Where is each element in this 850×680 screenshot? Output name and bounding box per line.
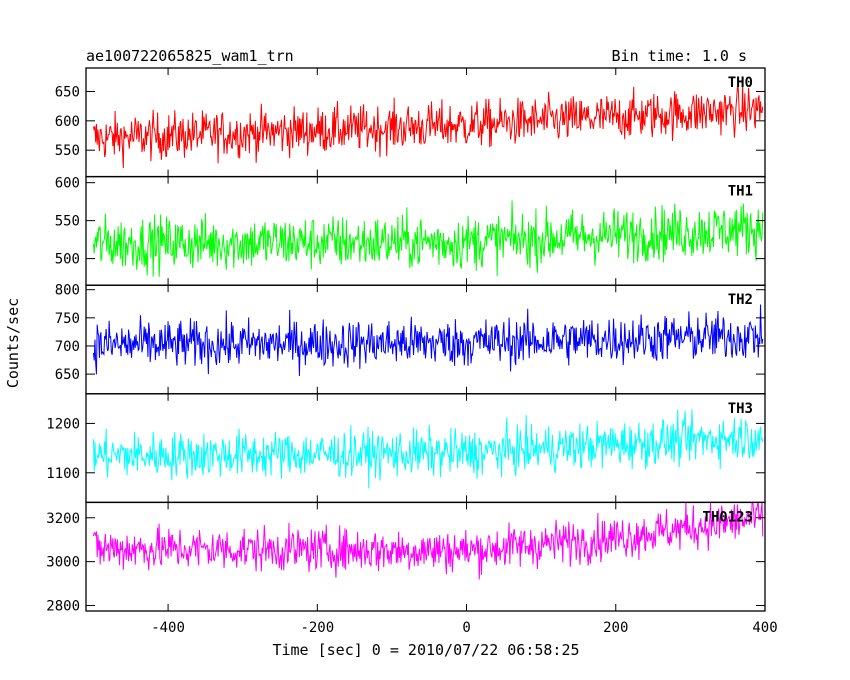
y-tick-label: 600 <box>55 176 80 192</box>
y-tick-label: 1100 <box>46 466 80 482</box>
x-tick-label: 200 <box>603 620 628 636</box>
series-line-th2 <box>92 304 764 376</box>
y-tick-label: 3200 <box>46 511 80 527</box>
panel-label-th3: TH3 <box>728 401 753 417</box>
panels-group: 550 600 650 TH0 500 550 600 TH1 650 700 750 800 TH2 1… <box>46 67 778 636</box>
y-tick-label: 500 <box>55 252 80 268</box>
y-tick-label: 550 <box>55 143 80 159</box>
y-tick-label: 600 <box>55 114 80 130</box>
panel-label-th0: TH0 <box>728 75 753 91</box>
series-line-th0 <box>92 83 764 169</box>
y-tick-label: 650 <box>55 367 80 383</box>
y-axis-label: Counts/sec <box>4 298 22 388</box>
panel-label-th0123: TH0123 <box>702 509 753 525</box>
panel-label-th2: TH2 <box>728 292 753 308</box>
series-line-th0123 <box>92 502 764 580</box>
bin-time-label: Bin time: 1.0 s <box>612 47 747 65</box>
x-tick-label: -400 <box>151 620 185 636</box>
panel-label-th1: TH1 <box>728 184 753 200</box>
x-axis-label: Time [sec] 0 = 2010/07/22 06:58:25 <box>272 641 579 659</box>
panel-th0123: 2800 3000 3200 -400 -200 0 200 400 TH0123 <box>46 501 778 636</box>
x-tick-label: 0 <box>462 620 470 636</box>
y-tick-label: 800 <box>55 283 80 299</box>
y-tick-label: 3000 <box>46 555 80 571</box>
panel-th2: 650 700 750 800 TH2 <box>55 283 766 395</box>
chart-title: ae100722065825_wam1_trn <box>86 47 294 65</box>
series-line-th1 <box>92 200 764 277</box>
panel-frame-th0123 <box>85 501 766 612</box>
y-tick-label: 1200 <box>46 416 80 432</box>
y-tick-label: 650 <box>55 84 80 100</box>
x-tick-label: -200 <box>300 620 334 636</box>
x-tick-label: 400 <box>752 620 777 636</box>
y-tick-label: 750 <box>55 311 80 327</box>
y-tick-label: 2800 <box>46 599 80 615</box>
y-tick-label: 550 <box>55 214 80 230</box>
series-line-th3 <box>92 409 764 489</box>
y-tick-label: 700 <box>55 339 80 355</box>
